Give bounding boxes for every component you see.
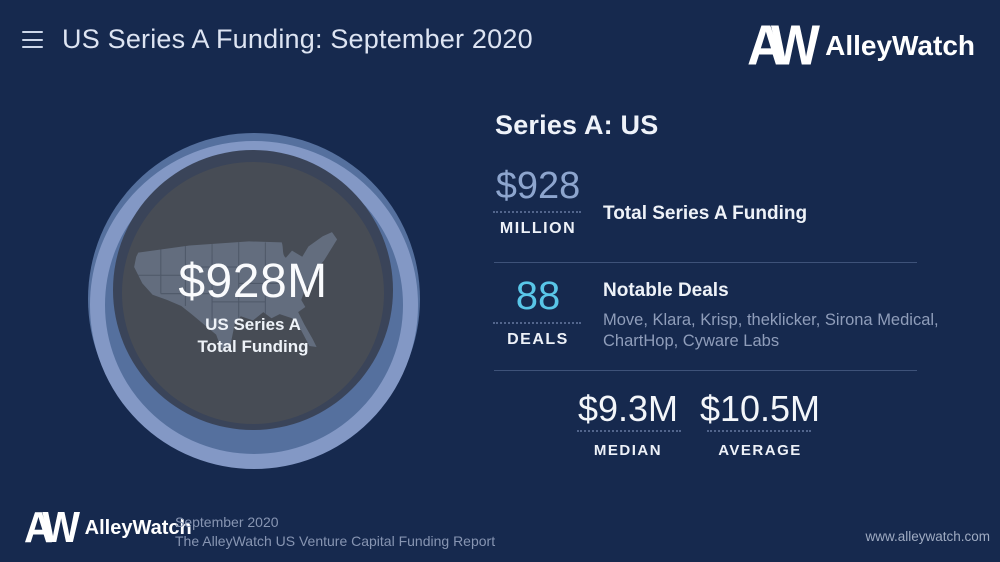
average-value: $10.5M [699, 388, 821, 429]
total-funding-label: Total Series A Funding [603, 203, 808, 224]
total-funding-value: $928 [495, 165, 581, 207]
deals-unit: DEALS [507, 331, 569, 348]
footer-website-link[interactable]: www.alleywatch.com [865, 529, 990, 544]
dotted-divider [493, 211, 581, 213]
alleywatch-footer-name: AlleyWatch [84, 517, 192, 539]
footer-date: September 2020 [175, 514, 279, 530]
median-label: MEDIAN [593, 442, 663, 459]
dotted-divider [493, 322, 581, 324]
alleywatch-footer-logo: AW AlleyWatch [24, 504, 192, 552]
dotted-divider [577, 430, 681, 432]
deals-count: 88 [515, 274, 561, 318]
notable-deals-label: Notable Deals [603, 280, 729, 301]
alleywatch-footer-mark-icon: AW [24, 504, 80, 552]
footer-report-title: The AlleyWatch US Venture Capital Fundin… [175, 533, 496, 549]
menu-icon[interactable] [22, 31, 43, 48]
badge-label-line1: US Series A [205, 315, 301, 334]
badge-label-line2: Total Funding [197, 337, 309, 356]
dotted-divider [707, 430, 811, 432]
total-funding-unit: MILLION [499, 220, 577, 237]
average-label: AVERAGE [718, 442, 802, 459]
divider [494, 370, 917, 371]
alleywatch-logo-name: AlleyWatch [825, 30, 975, 61]
notable-deals-list: Move, Klara, Krisp, theklicker, Sirona M… [603, 311, 939, 350]
page-title: US Series A Funding: September 2020 [62, 24, 533, 54]
alleywatch-logo-mark-icon: AW [747, 14, 820, 78]
badge-total-value: $928M [178, 255, 328, 308]
divider [494, 262, 917, 263]
median-value: $9.3M [577, 388, 679, 429]
panel-heading: Series A: US [495, 110, 659, 140]
alleywatch-logo: AW AlleyWatch [747, 14, 975, 78]
us-map-icon [134, 232, 338, 352]
